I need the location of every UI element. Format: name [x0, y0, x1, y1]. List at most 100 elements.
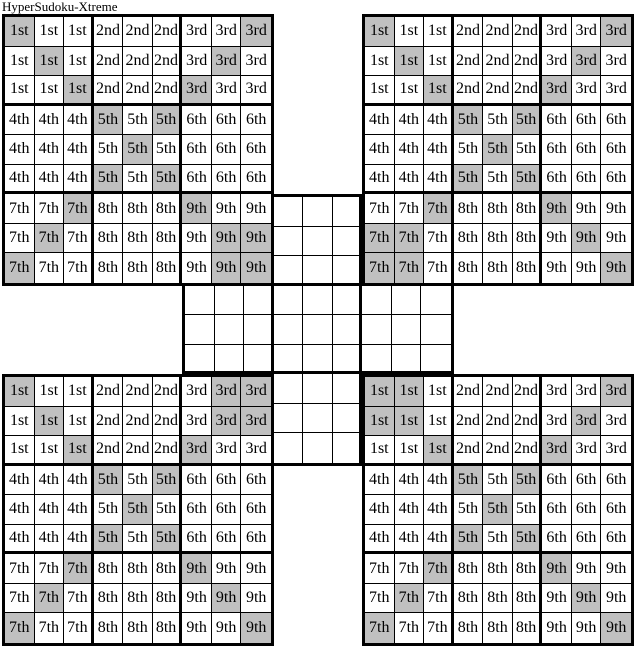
cell-bottom-right-r1c8[interactable]: 3rd — [571, 377, 602, 407]
cell-bottom-right-r6c2[interactable]: 4th — [394, 524, 425, 555]
cell-center-r5c3[interactable] — [244, 315, 274, 345]
cell-top-left-r8c6[interactable]: 8th — [152, 223, 183, 254]
cell-bottom-right-r2c7[interactable]: 3rd — [542, 406, 572, 437]
cell-top-right-r8c9[interactable]: 9th — [601, 223, 631, 254]
cell-bottom-right-r3c6[interactable]: 2nd — [512, 436, 543, 466]
cell-top-left-r5c4[interactable]: 5th — [93, 135, 124, 165]
cell-bottom-left-r4c1[interactable]: 4th — [5, 465, 35, 496]
cell-top-right-r5c8[interactable]: 6th — [571, 135, 602, 165]
cell-top-left-r9c4[interactable]: 8th — [93, 253, 124, 283]
cell-center-r6c9[interactable] — [421, 344, 451, 375]
cell-top-left-r1c9[interactable]: 3rd — [241, 17, 271, 47]
cell-bottom-left-r8c4[interactable]: 8th — [93, 583, 124, 614]
cell-top-left-r7c6[interactable]: 8th — [152, 194, 183, 224]
cell-top-left-r6c8[interactable]: 6th — [211, 164, 242, 195]
cell-top-right-r9c7[interactable]: 9th — [542, 253, 572, 283]
cell-top-right-r2c3[interactable]: 1st — [424, 46, 454, 77]
cell-bottom-left-r9c5[interactable]: 8th — [123, 613, 153, 643]
cell-center-r9c6[interactable] — [332, 433, 363, 463]
cell-bottom-left-r2c1[interactable]: 1st — [5, 406, 35, 437]
cell-bottom-right-r8c2[interactable]: 7th — [394, 583, 425, 614]
cell-top-left-r2c4[interactable]: 2nd — [93, 46, 124, 77]
cell-center-r6c3[interactable] — [244, 344, 274, 375]
cell-bottom-left-r9c6[interactable]: 8th — [152, 613, 183, 643]
cell-bottom-left-r7c5[interactable]: 8th — [123, 554, 153, 584]
cell-bottom-right-r5c2[interactable]: 4th — [394, 495, 425, 525]
cell-center-r4c8[interactable] — [391, 285, 422, 316]
cell-bottom-right-r6c7[interactable]: 6th — [542, 524, 572, 555]
cell-top-right-r5c1[interactable]: 4th — [365, 135, 395, 165]
cell-top-right-r9c4[interactable]: 8th — [453, 253, 484, 283]
cell-bottom-left-r7c9[interactable]: 9th — [241, 554, 271, 584]
cell-center-r6c4[interactable] — [273, 344, 304, 375]
cell-top-left-r5c1[interactable]: 4th — [5, 135, 35, 165]
cell-top-left-r4c1[interactable]: 4th — [5, 105, 35, 136]
cell-top-right-r4c3[interactable]: 4th — [424, 105, 454, 136]
cell-top-right-r9c1[interactable]: 7th — [365, 253, 395, 283]
cell-top-right-r7c2[interactable]: 7th — [394, 194, 425, 224]
cell-top-right-r4c7[interactable]: 6th — [542, 105, 572, 136]
cell-center-r7c6[interactable] — [332, 374, 363, 404]
cell-bottom-right-r1c1[interactable]: 1st — [365, 377, 395, 407]
cell-top-left-r3c4[interactable]: 2nd — [93, 76, 124, 106]
cell-center-r5c5[interactable] — [303, 315, 333, 345]
cell-top-right-r7c6[interactable]: 8th — [512, 194, 543, 224]
cell-top-left-r7c1[interactable]: 7th — [5, 194, 35, 224]
cell-bottom-left-r2c3[interactable]: 1st — [64, 406, 94, 437]
cell-bottom-left-r9c9[interactable]: 9th — [241, 613, 271, 643]
cell-bottom-left-r6c4[interactable]: 5th — [93, 524, 124, 555]
cell-bottom-left-r9c1[interactable]: 7th — [5, 613, 35, 643]
cell-bottom-left-r6c9[interactable]: 6th — [241, 524, 271, 555]
cell-top-left-r8c4[interactable]: 8th — [93, 223, 124, 254]
cell-top-left-r1c3[interactable]: 1st — [64, 17, 94, 47]
cell-bottom-left-r5c3[interactable]: 4th — [64, 495, 94, 525]
cell-top-right-r7c1[interactable]: 7th — [365, 194, 395, 224]
cell-bottom-right-r2c4[interactable]: 2nd — [453, 406, 484, 437]
cell-top-right-r3c5[interactable]: 2nd — [483, 76, 513, 106]
cell-bottom-left-r2c6[interactable]: 2nd — [152, 406, 183, 437]
cell-bottom-left-r7c4[interactable]: 8th — [93, 554, 124, 584]
cell-bottom-left-r7c8[interactable]: 9th — [211, 554, 242, 584]
cell-top-left-r8c8[interactable]: 9th — [211, 223, 242, 254]
cell-bottom-left-r8c7[interactable]: 9th — [182, 583, 212, 614]
cell-top-right-r3c8[interactable]: 3rd — [571, 76, 602, 106]
cell-top-right-r3c2[interactable]: 1st — [394, 76, 425, 106]
cell-bottom-left-r7c1[interactable]: 7th — [5, 554, 35, 584]
cell-top-left-r5c9[interactable]: 6th — [241, 135, 271, 165]
cell-top-left-r4c3[interactable]: 4th — [64, 105, 94, 136]
cell-bottom-left-r2c9[interactable]: 3rd — [241, 406, 271, 437]
cell-bottom-left-r6c3[interactable]: 4th — [64, 524, 94, 555]
cell-top-left-r3c2[interactable]: 1st — [34, 76, 65, 106]
cell-bottom-right-r6c6[interactable]: 5th — [512, 524, 543, 555]
cell-top-left-r9c8[interactable]: 9th — [211, 253, 242, 283]
cell-bottom-right-r7c7[interactable]: 9th — [542, 554, 572, 584]
cell-bottom-left-r3c8[interactable]: 3rd — [211, 436, 242, 466]
cell-bottom-right-r3c9[interactable]: 3rd — [601, 436, 631, 466]
cell-top-right-r8c6[interactable]: 8th — [512, 223, 543, 254]
cell-bottom-right-r7c5[interactable]: 8th — [483, 554, 513, 584]
cell-top-right-r8c5[interactable]: 8th — [483, 223, 513, 254]
cell-top-right-r5c5[interactable]: 5th — [483, 135, 513, 165]
cell-bottom-right-r6c8[interactable]: 6th — [571, 524, 602, 555]
cell-bottom-left-r4c9[interactable]: 6th — [241, 465, 271, 496]
cell-top-left-r1c2[interactable]: 1st — [34, 17, 65, 47]
cell-top-right-r2c4[interactable]: 2nd — [453, 46, 484, 77]
cell-top-right-r4c5[interactable]: 5th — [483, 105, 513, 136]
cell-bottom-right-r3c5[interactable]: 2nd — [483, 436, 513, 466]
cell-top-left-r1c8[interactable]: 3rd — [211, 17, 242, 47]
cell-bottom-right-r3c2[interactable]: 1st — [394, 436, 425, 466]
cell-bottom-left-r3c9[interactable]: 3rd — [241, 436, 271, 466]
cell-bottom-left-r3c5[interactable]: 2nd — [123, 436, 153, 466]
cell-bottom-left-r8c1[interactable]: 7th — [5, 583, 35, 614]
cell-top-right-r1c8[interactable]: 3rd — [571, 17, 602, 47]
cell-bottom-right-r5c5[interactable]: 5th — [483, 495, 513, 525]
cell-bottom-left-r9c7[interactable]: 9th — [182, 613, 212, 643]
cell-top-right-r6c1[interactable]: 4th — [365, 164, 395, 195]
cell-bottom-right-r6c1[interactable]: 4th — [365, 524, 395, 555]
cell-center-r6c6[interactable] — [332, 344, 363, 375]
cell-bottom-right-r4c6[interactable]: 5th — [512, 465, 543, 496]
cell-bottom-left-r7c3[interactable]: 7th — [64, 554, 94, 584]
cell-center-r6c7[interactable] — [362, 344, 392, 375]
cell-bottom-right-r1c3[interactable]: 1st — [424, 377, 454, 407]
cell-top-left-r8c1[interactable]: 7th — [5, 223, 35, 254]
